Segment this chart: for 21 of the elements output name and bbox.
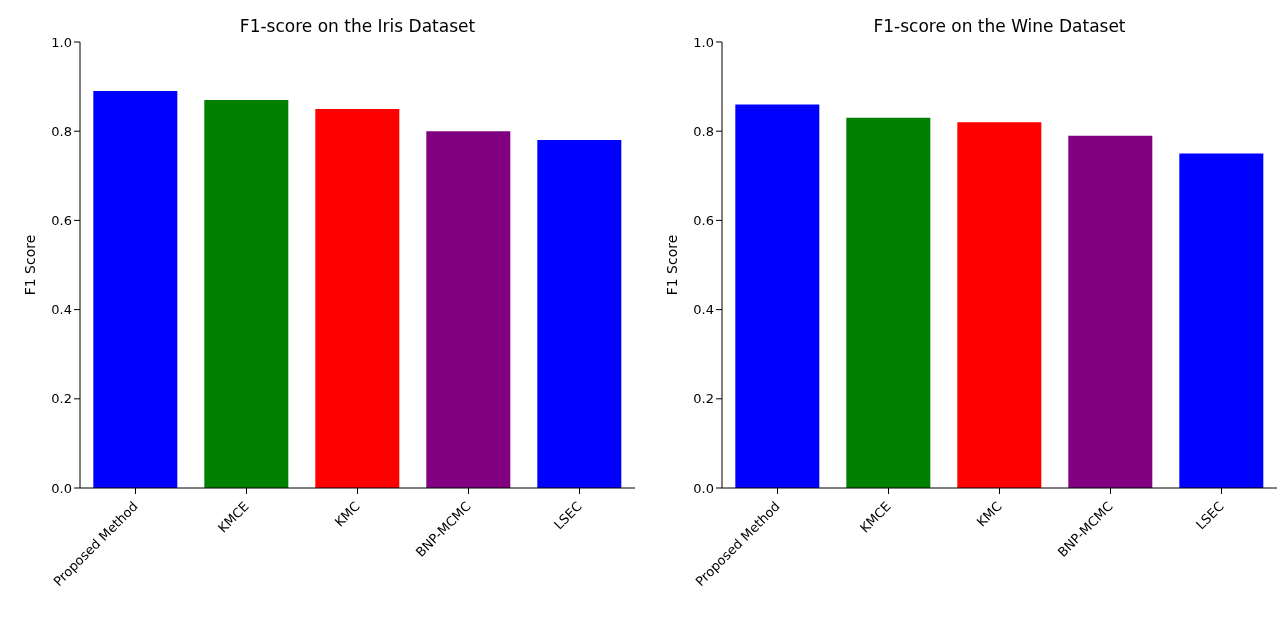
y-axis-title: F1 Score xyxy=(663,234,680,296)
y-tick-label: 0.8 xyxy=(51,123,72,139)
y-tick-label: 0.2 xyxy=(51,391,72,407)
y-tick-label: 0.6 xyxy=(693,213,714,229)
y-axis-title: F1 Score xyxy=(21,234,38,296)
y-tick-label: 0.6 xyxy=(51,213,72,229)
y-tick-label: 0.0 xyxy=(51,480,72,496)
y-tick-label: 0.4 xyxy=(51,302,72,318)
bar xyxy=(735,104,820,488)
y-tick-label: 0.8 xyxy=(693,123,714,139)
chart-title: F1-score on the Iris Dataset xyxy=(238,16,477,36)
bar xyxy=(1068,135,1153,488)
y-tick-label: 1.0 xyxy=(51,34,72,50)
bar xyxy=(1179,153,1264,488)
y-tick-label: 0.0 xyxy=(693,480,714,496)
bar xyxy=(957,122,1042,488)
chart-title: F1-score on the Wine Dataset xyxy=(872,16,1127,36)
y-tick-label: 0.4 xyxy=(693,302,714,318)
y-tick-label: 1.0 xyxy=(693,34,714,50)
y-tick-label: 0.2 xyxy=(693,391,714,407)
bar xyxy=(846,117,931,488)
